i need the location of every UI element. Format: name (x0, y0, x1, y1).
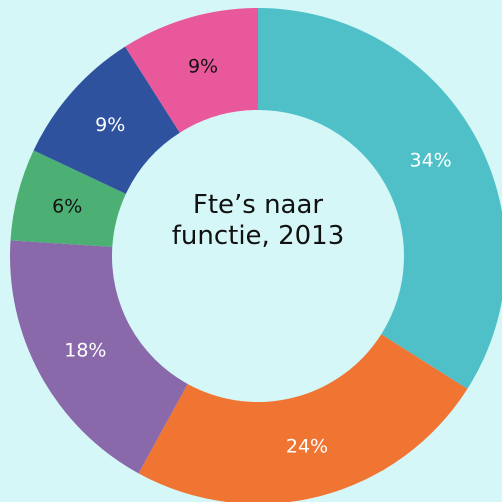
slice-label: 24% (286, 435, 328, 457)
donut-slice (33, 46, 180, 194)
slice-label: 9% (188, 55, 218, 77)
donut-slice (258, 8, 502, 389)
slice-label: 9% (95, 114, 125, 136)
chart-title: Fte’s naar functie, 2013 (171, 190, 345, 251)
donut-slice (10, 240, 188, 474)
donut-slice (10, 150, 126, 247)
donut-slice (125, 8, 258, 133)
slice-label: 18% (64, 339, 106, 361)
slice-label: 6% (52, 196, 82, 218)
slice-label: 34% (410, 150, 452, 172)
donut-slice (138, 334, 468, 502)
